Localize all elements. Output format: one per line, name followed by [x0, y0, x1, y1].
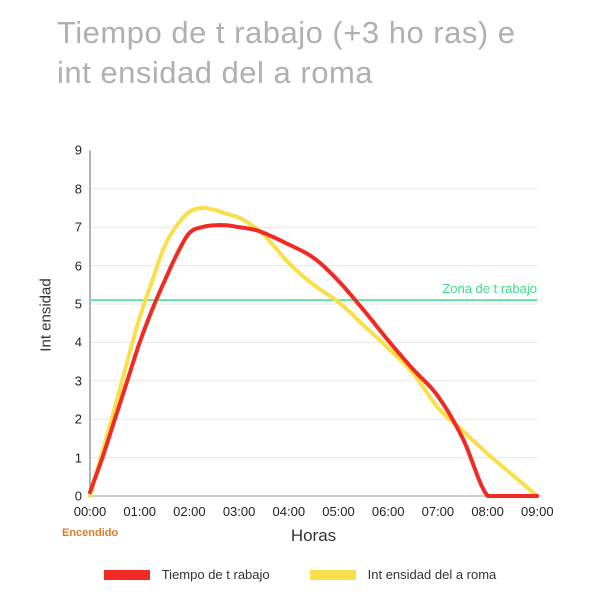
- y-tick-label: 6: [74, 258, 82, 274]
- x-axis-title: Horas: [290, 526, 337, 545]
- x-tick-label: 03:00: [222, 504, 256, 519]
- y-tick-label: 5: [74, 296, 82, 312]
- x-tick-label: 04:00: [272, 504, 306, 519]
- legend: Tiempo de t rabajo Int ensidad del a rom…: [0, 567, 600, 582]
- legend-swatch-yellow: [309, 569, 356, 580]
- legend-item-intensidad-del-aroma: Int ensidad del a roma: [309, 567, 497, 582]
- y-tick-label: 0: [74, 488, 82, 504]
- reference-line-label: Zona de t rabajo: [442, 281, 537, 297]
- chart-title-line-1: Tiempo de t rabajo (+3 ho ras) e: [57, 15, 516, 50]
- x-tick-label: 02:00: [173, 504, 206, 519]
- power-on-label: Encendido: [62, 527, 119, 539]
- y-tick-label: 7: [74, 219, 82, 235]
- chart-title: Tiempo de t rabajo (+3 ho ras) e int ens…: [57, 13, 516, 93]
- x-tick-label: 07:00: [421, 504, 455, 519]
- x-tick-label: 01:00: [123, 504, 156, 519]
- y-tick-label: 4: [74, 334, 82, 350]
- x-tick-label: 08:00: [471, 504, 504, 519]
- y-tick-label: 9: [74, 142, 82, 158]
- legend-swatch-red: [103, 569, 150, 580]
- legend-label-intensidad-del-aroma: Int ensidad del a roma: [367, 567, 497, 582]
- y-tick-label: 8: [74, 181, 82, 197]
- x-tick-label: 09:00: [521, 504, 554, 519]
- y-tick-label: 2: [74, 411, 82, 427]
- legend-label-tiempo-de-trabajo: Tiempo de t rabajo: [161, 567, 270, 582]
- chart-title-line-2: int ensidad del a roma: [57, 55, 374, 90]
- x-tick-label: 06:00: [371, 504, 405, 519]
- legend-item-tiempo-de-trabajo: Tiempo de t rabajo: [103, 567, 270, 582]
- x-tick-label: 05:00: [322, 504, 355, 519]
- y-tick-label: 1: [74, 450, 82, 466]
- x-tick-label: 00:00: [73, 504, 107, 519]
- y-tick-label: 3: [74, 373, 82, 389]
